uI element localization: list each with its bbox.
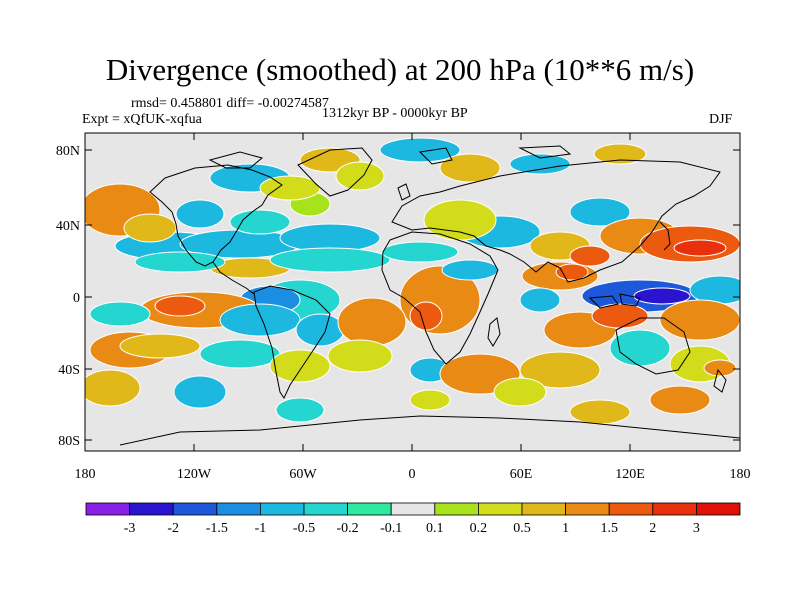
anomaly-region <box>269 349 331 383</box>
anomaly-region <box>493 377 547 407</box>
colorbar-swatch <box>652 502 697 516</box>
lat-label: 80N <box>56 144 80 159</box>
colorbar-swatch <box>347 502 392 516</box>
anomaly-region <box>337 297 407 347</box>
colorbar-label: -3 <box>124 521 136 536</box>
anomaly-fill <box>85 137 740 425</box>
anomaly-region <box>409 301 443 331</box>
anomaly-region <box>123 213 177 243</box>
lon-label: 60W <box>289 467 317 482</box>
anomaly-region <box>509 153 571 175</box>
anomaly-region <box>154 295 206 317</box>
lon-label: 60E <box>510 467 533 482</box>
anomaly-region <box>229 209 291 235</box>
anomaly-region <box>439 153 501 183</box>
colorbar-label: 2 <box>649 521 656 536</box>
colorbar-swatch <box>303 502 348 516</box>
chart-title: Divergence (smoothed) at 200 hPa (10**6 … <box>105 52 695 87</box>
colorbar-label: 1.5 <box>600 521 618 536</box>
anomaly-region <box>119 333 201 359</box>
anomaly-region <box>381 241 459 263</box>
colorbar-swatch <box>172 502 218 516</box>
field-layer <box>85 137 740 446</box>
anomaly-region <box>219 303 301 337</box>
colorbar-swatch <box>696 502 741 516</box>
colorbar: -3 -2 -1.5 -1 -0.5 -0.2 -0.1 0.1 0.2 0.5 1 1.5 2 3 <box>85 502 741 536</box>
lon-label: 0 <box>409 467 416 482</box>
anomaly-region <box>295 313 345 347</box>
anomaly-region <box>335 161 385 191</box>
anomaly-region <box>633 287 691 305</box>
anomaly-region <box>85 369 141 407</box>
lat-label: 0 <box>73 291 80 306</box>
anomaly-region <box>409 389 451 411</box>
anomaly-region <box>659 299 740 341</box>
colorbar-swatch <box>565 502 610 516</box>
anomaly-region <box>673 239 727 257</box>
colorbar-label: -1 <box>255 521 267 536</box>
anomaly-region <box>134 251 226 273</box>
anomaly-region <box>175 199 225 229</box>
colorbar-swatch <box>608 502 654 516</box>
colorbar-label: 0.5 <box>513 521 531 536</box>
anomaly-region <box>569 399 631 425</box>
anomaly-region <box>259 175 321 201</box>
colorbar-swatch <box>85 502 130 516</box>
anomaly-region <box>441 259 499 281</box>
lon-label: 120W <box>177 467 212 482</box>
lat-label: 40S <box>58 363 80 378</box>
anomaly-region <box>275 397 325 423</box>
colorbar-label: -1.5 <box>206 521 228 536</box>
colorbar-label: 0.2 <box>470 521 488 536</box>
anomaly-region <box>703 359 737 377</box>
colorbar-swatch <box>434 502 479 516</box>
experiment-label: Expt = xQfUK-xqfua <box>82 112 202 127</box>
stats-text: rmsd= 0.458801 diff= -0.00274587 <box>131 96 329 111</box>
lon-label: 180 <box>75 467 96 482</box>
anomaly-region <box>519 287 561 313</box>
colorbar-label: 1 <box>562 521 569 536</box>
anomaly-region <box>555 263 589 281</box>
colorbar-swatch <box>129 502 174 516</box>
colorbar-label: -0.5 <box>293 521 315 536</box>
lon-label: 180 <box>730 467 751 482</box>
anomaly-region <box>519 351 601 389</box>
anomaly-region <box>649 385 711 415</box>
colorbar-label: -0.1 <box>380 521 402 536</box>
colorbar-swatch <box>390 502 436 516</box>
anomaly-region <box>173 375 227 409</box>
period-label: 1312kyr BP - 0000kyr BP <box>322 106 468 121</box>
colorbar-swatch <box>259 502 305 516</box>
colorbar-swatch <box>216 502 261 516</box>
colorbar-label: -2 <box>167 521 179 536</box>
coastlines <box>119 145 740 446</box>
anomaly-region <box>569 197 631 227</box>
colorbar-label: -0.2 <box>337 521 359 536</box>
colorbar-label: 0.1 <box>426 521 444 536</box>
lat-label: 40N <box>56 219 80 234</box>
anomaly-region <box>379 137 461 163</box>
anomaly-region <box>199 339 281 369</box>
colorbar-swatch <box>477 502 523 516</box>
season-label: DJF <box>709 112 733 127</box>
anomaly-region <box>327 339 393 373</box>
axis-ticks: 80N 40N 0 40S 80S 180 120W 60W 0 60E 120E 180 <box>56 133 751 482</box>
anomaly-region <box>593 143 647 165</box>
colorbar-swatch <box>521 502 566 516</box>
anomaly-region <box>569 245 611 267</box>
lon-label: 120E <box>615 467 645 482</box>
lat-label: 80S <box>58 434 80 449</box>
anomaly-region <box>89 301 151 327</box>
colorbar-label: 3 <box>693 521 700 536</box>
anomaly-region <box>269 247 391 273</box>
